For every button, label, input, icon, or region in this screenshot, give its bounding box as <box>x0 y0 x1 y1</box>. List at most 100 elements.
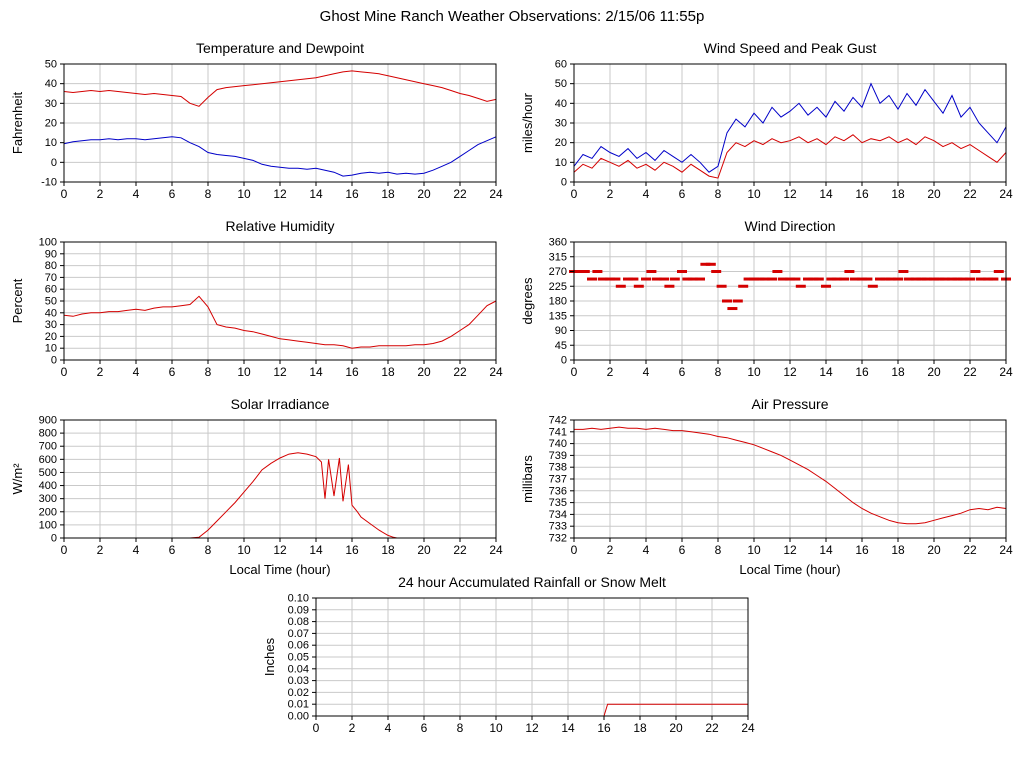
y-axis-label: miles/hour <box>520 92 535 153</box>
y-tick-label: 0.09 <box>288 604 309 616</box>
y-tick-label: 20 <box>555 137 567 149</box>
axis-ticks <box>570 419 1007 542</box>
y-tick-label: 800 <box>39 428 57 440</box>
x-tick-label: 24 <box>741 721 755 735</box>
x-tick-label: 16 <box>345 187 359 201</box>
y-tick-label: 20 <box>45 118 57 130</box>
x-tick-label: 22 <box>963 187 977 201</box>
x-tick-label: 14 <box>309 187 323 201</box>
temperature-dewpoint-chart: Temperature and Dewpoint 0 2 4 6 8 10 12 14 16 18… <box>8 38 504 208</box>
y-tick-label: 739 <box>549 450 567 462</box>
x-tick-label: 16 <box>855 187 869 201</box>
y-tick-label: 0.03 <box>288 675 309 687</box>
x-tick-label: 18 <box>891 187 905 201</box>
y-tick-label: 737 <box>549 474 567 486</box>
y-tick-label: 700 <box>39 441 57 453</box>
x-tick-label: 8 <box>715 365 722 379</box>
y-tick-label: 0.02 <box>288 687 309 699</box>
x-tick-label: 12 <box>525 721 539 735</box>
y-tick-label: 30 <box>555 118 567 130</box>
y-tick-label: 733 <box>549 521 567 533</box>
axis-ticks <box>60 419 497 542</box>
x-tick-label: 20 <box>417 365 431 379</box>
y-tick-label: 0 <box>561 177 567 189</box>
x-tick-label: 2 <box>607 365 614 379</box>
y-axis-label: degrees <box>520 277 535 324</box>
y-axis-label: Fahrenheit <box>10 92 25 155</box>
x-tick-label: 8 <box>205 187 212 201</box>
y-tick-label: 0.10 <box>288 593 309 605</box>
air-pressure-plot: 0 2 4 6 8 10 12 14 16 18 20 22 247327337347357367377… <box>520 415 1013 558</box>
y-tick-label: 30 <box>45 98 57 110</box>
y-tick-label: 741 <box>549 426 567 438</box>
air-pressure-chart: Air Pressure 0 2 4 6 8 10 12 14 16 18 20 22 24 732 733… <box>518 394 1014 577</box>
x-tick-label: 24 <box>489 365 503 379</box>
x-tick-label: 0 <box>61 543 68 557</box>
series <box>573 82 1007 179</box>
x-tick-label: 12 <box>273 543 287 557</box>
x-tick-label: 0 <box>61 365 68 379</box>
x-tick-label: 22 <box>963 365 977 379</box>
y-tick-label: 742 <box>549 415 567 427</box>
tick-labels: 0 2 4 6 8 10 12 14 16 18 20 22 240.000.010.020.030.0… <box>288 593 755 736</box>
temperature-dewpoint-plot: 0 2 4 6 8 10 12 14 16 18 20 22 24-1001020304050Fahre… <box>10 59 503 202</box>
y-axis-label: W/m² <box>10 463 25 495</box>
x-tick-label: 14 <box>819 543 833 557</box>
y-tick-label: 90 <box>555 325 567 337</box>
x-tick-label: 0 <box>61 187 68 201</box>
x-tick-label: 10 <box>489 721 503 735</box>
x-tick-label: 22 <box>453 187 467 201</box>
x-tick-label: 18 <box>891 365 905 379</box>
x-tick-label: 6 <box>169 365 176 379</box>
y-tick-label: 0.04 <box>288 663 309 675</box>
y-tick-label: 135 <box>549 310 567 322</box>
x-tick-label: 20 <box>927 187 941 201</box>
x-tick-label: 0 <box>571 187 578 201</box>
chart-title: 24 hour Accumulated Rainfall or Snow Mel… <box>398 574 666 590</box>
x-tick-label: 14 <box>309 543 323 557</box>
y-tick-label: 10 <box>45 137 57 149</box>
y-tick-label: 0 <box>561 355 567 367</box>
x-axis-label: Local Time (hour) <box>739 562 841 577</box>
series-wind-speed <box>573 134 1007 179</box>
x-tick-label: 0 <box>571 543 578 557</box>
wind-speed-gust-chart: Wind Speed and Peak Gust 0 2 4 6 8 10 12 14 16 18… <box>518 38 1014 208</box>
x-tick-label: 24 <box>489 543 503 557</box>
y-tick-label: 0 <box>51 157 57 169</box>
series-dewpoint <box>63 136 497 177</box>
series-relative-humidity <box>63 295 497 349</box>
x-tick-label: 14 <box>819 365 833 379</box>
x-tick-label: 2 <box>607 543 614 557</box>
x-tick-label: 12 <box>783 187 797 201</box>
x-tick-label: 20 <box>927 365 941 379</box>
x-tick-label: 24 <box>999 187 1013 201</box>
x-tick-label: 2 <box>97 365 104 379</box>
y-tick-label: 0.01 <box>288 699 309 711</box>
y-tick-label: 400 <box>39 480 57 492</box>
x-tick-label: 2 <box>97 187 104 201</box>
x-tick-label: 12 <box>783 543 797 557</box>
y-tick-label: 200 <box>39 506 57 518</box>
tick-labels: 0 2 4 6 8 10 12 14 16 18 20 22 240459013518022527031… <box>549 237 1013 380</box>
relative-humidity-plot: 0 2 4 6 8 10 12 14 16 18 20 22 240102030405060708090… <box>10 237 503 380</box>
y-tick-label: 80 <box>45 260 57 272</box>
x-tick-label: 2 <box>97 543 104 557</box>
y-axis-label: Percent <box>10 278 25 323</box>
y-tick-label: 738 <box>549 462 567 474</box>
y-tick-label: 20 <box>45 331 57 343</box>
grid <box>64 420 496 538</box>
grid <box>64 64 496 182</box>
x-tick-label: 4 <box>643 543 650 557</box>
y-tick-label: 500 <box>39 467 57 479</box>
series <box>63 295 497 349</box>
x-tick-label: 18 <box>381 543 395 557</box>
x-tick-label: 0 <box>571 365 578 379</box>
x-tick-label: 2 <box>349 721 356 735</box>
x-tick-label: 18 <box>633 721 647 735</box>
x-tick-label: 12 <box>273 365 287 379</box>
page-title: Ghost Mine Ranch Weather Observations: 2… <box>319 8 705 25</box>
y-tick-label: 45 <box>555 340 567 352</box>
chart-title: Relative Humidity <box>225 218 335 234</box>
y-tick-label: 900 <box>39 415 57 427</box>
series <box>63 70 497 177</box>
